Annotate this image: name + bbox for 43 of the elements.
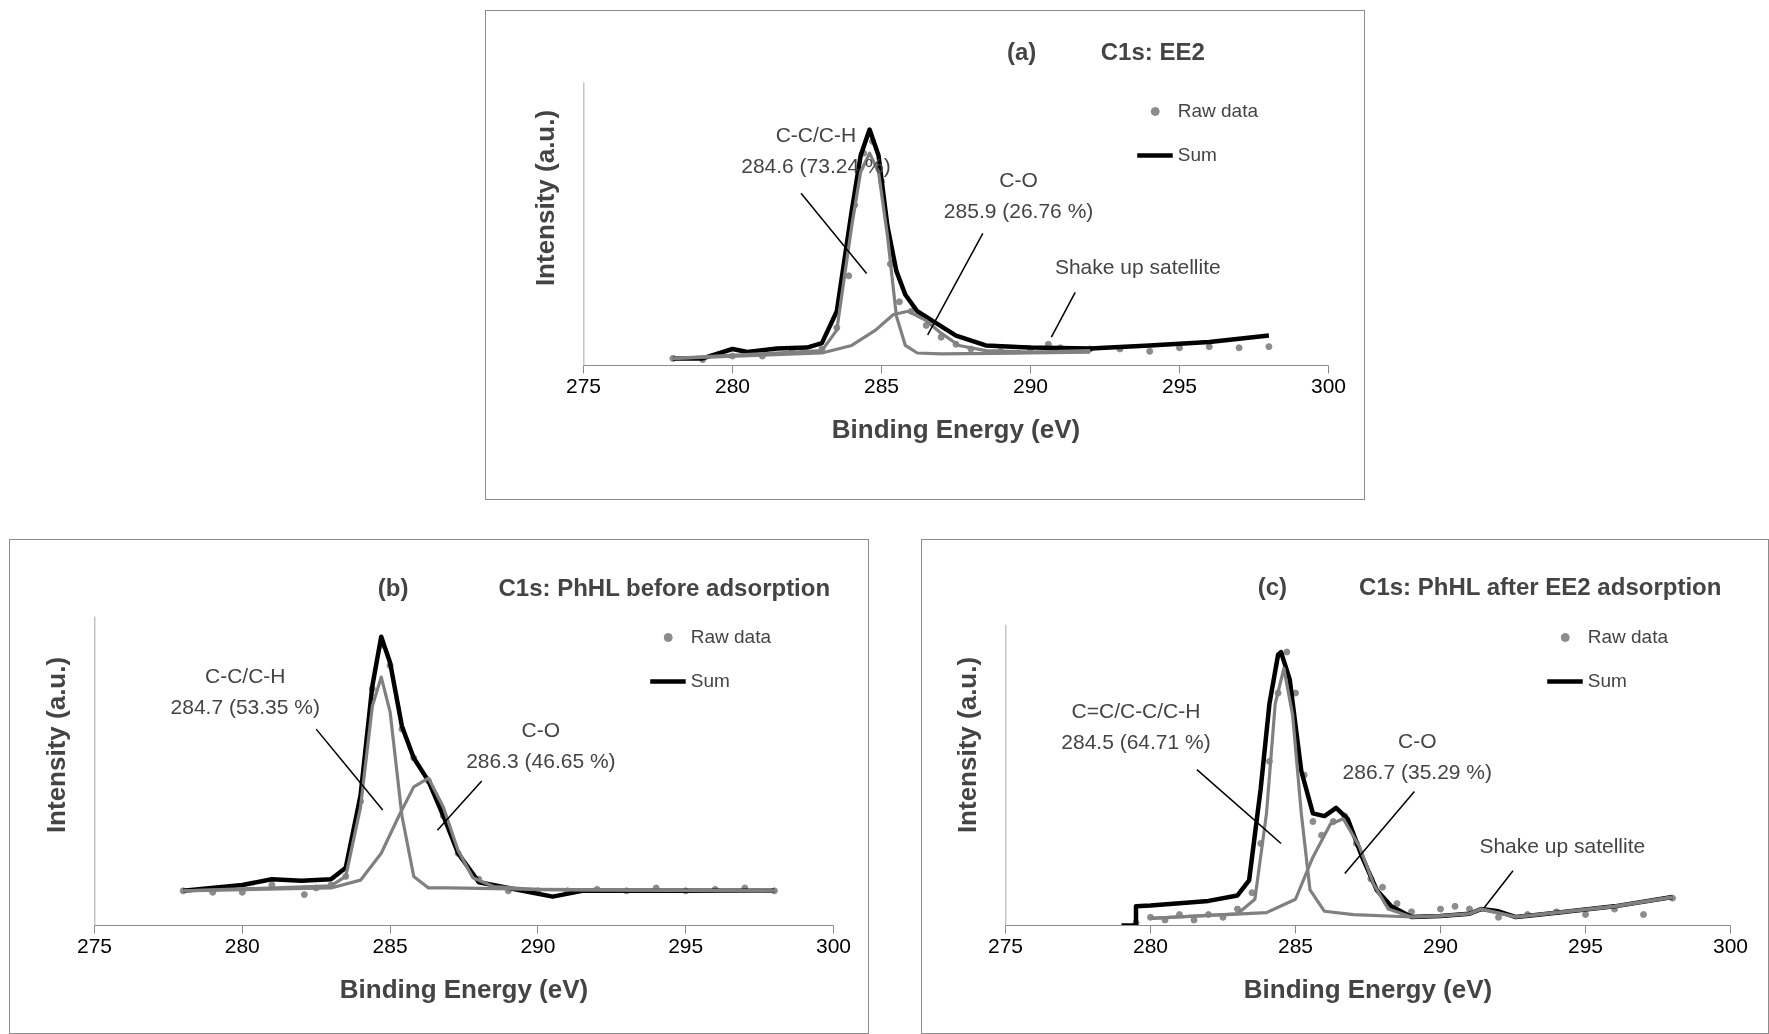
x-axis-title: Binding Energy (eV) xyxy=(339,973,589,1004)
x-tick-label: 300 xyxy=(815,933,852,957)
x-tick-label: 295 xyxy=(1567,933,1604,957)
x-tick-label: 285 xyxy=(372,933,408,957)
x-tick-label: 280 xyxy=(1132,933,1169,957)
legend-label: Raw data xyxy=(690,626,771,648)
chart-subtitle: (a) xyxy=(1006,38,1037,66)
annotation: C-O 286.3 (46.65 %) xyxy=(466,718,616,773)
x-tick-label: 290 xyxy=(1422,933,1459,957)
x-tick-label: 275 xyxy=(565,373,602,397)
y-axis-title: Intensity (a.u.) xyxy=(529,109,560,287)
y-axis-title: Intensity (a.u.) xyxy=(951,656,982,834)
x-tick-label: 275 xyxy=(987,933,1024,957)
x-tick-label: 285 xyxy=(863,373,900,397)
x-tick-label: 290 xyxy=(1012,373,1049,397)
x-tick-label: 290 xyxy=(520,933,556,957)
chart-title: C1s: PhHL before adsorption xyxy=(498,574,831,602)
y-axis-title: Intensity (a.u.) xyxy=(40,656,71,834)
x-tick-label: 295 xyxy=(668,933,704,957)
legend-label: Sum xyxy=(1177,144,1217,166)
chart-title: C1s: PhHL after EE2 adsorption xyxy=(1359,572,1722,600)
legend-label: Raw data xyxy=(1177,100,1258,122)
x-tick-label: 300 xyxy=(1310,373,1347,397)
chart-title: C1s: EE2 xyxy=(1100,38,1205,66)
x-tick-label: 280 xyxy=(714,373,751,397)
x-tick-label: 275 xyxy=(76,933,113,957)
annotation: C-C/C-H 284.7 (53.35 %) xyxy=(170,663,320,718)
x-tick-label: 280 xyxy=(224,933,260,957)
annotation: C-O 285.9 (26.76 %) xyxy=(943,167,1094,222)
chart-subtitle: (c) xyxy=(1257,572,1287,600)
annotation: C=C/C-C/C-H 284.5 (64.71 %) xyxy=(1061,699,1211,754)
x-tick-label: 300 xyxy=(1712,933,1749,957)
annotation: C-O 286.7 (35.29 %) xyxy=(1342,729,1493,784)
legend-label: Sum xyxy=(690,670,730,692)
x-axis-title: Binding Energy (eV) xyxy=(831,413,1081,444)
legend-label: Raw data xyxy=(1587,626,1668,648)
x-axis-title: Binding Energy (eV) xyxy=(1243,973,1493,1004)
chart-subtitle: (b) xyxy=(377,574,409,602)
annotation: Shake up satellite xyxy=(1054,255,1221,279)
x-tick-label: 285 xyxy=(1277,933,1314,957)
annotation: Shake up satellite xyxy=(1479,834,1646,858)
legend-label: Sum xyxy=(1587,670,1627,692)
x-tick-label: 295 xyxy=(1161,373,1198,397)
